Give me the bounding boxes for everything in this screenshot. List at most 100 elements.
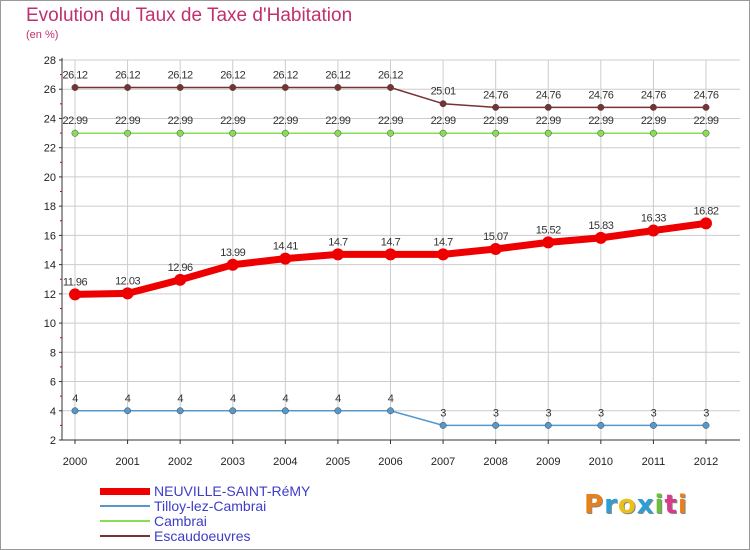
data-label: 22.99 [62,115,87,127]
y-tick-label: 12 [44,289,56,301]
data-point [702,103,710,111]
y-tick-label: 16 [44,230,56,242]
data-label: 26.12 [220,69,245,81]
x-tick-label: 2009 [536,456,560,468]
legend-item: NEUVILLE-SAINT-RéMY [100,484,360,499]
data-point [700,217,712,230]
data-label: 22.99 [168,115,193,127]
logo-letter: i [677,490,688,520]
x-tick-label: 2012 [694,456,718,468]
data-label: 24.76 [693,89,718,101]
data-label: 4 [335,393,341,405]
data-label: 26.12 [115,69,140,81]
y-tick-label: 20 [44,172,56,184]
y-tick-label: 28 [44,55,56,67]
chart-unit-label: (en %) [26,29,59,41]
x-tick-label: 2004 [273,456,297,468]
legend-label: NEUVILLE-SAINT-RéMY [154,483,311,499]
data-label: 22.99 [431,115,456,127]
data-point [174,273,187,286]
x-tick-label: 2010 [589,456,613,468]
data-point [229,84,237,91]
y-tick-label: 22 [44,143,56,155]
data-point [597,103,605,111]
legend-item: Cambrai [100,514,360,529]
data-label: 22.99 [641,115,666,127]
data-label: 15.83 [588,220,613,232]
legend-swatch [100,520,150,522]
data-point [229,407,237,415]
data-point [544,103,552,111]
legend-swatch [100,535,150,537]
data-point [439,129,447,137]
data-point [176,129,184,137]
y-tick-label: 10 [44,318,56,330]
y-tick-label: 4 [50,406,56,418]
data-point [334,407,342,415]
data-label: 22.99 [325,115,350,127]
data-point [492,129,500,137]
data-point [71,407,79,415]
data-point [384,248,397,261]
data-point [649,421,657,429]
y-tick-label: 18 [44,201,56,213]
data-point [439,421,447,429]
x-tick-label: 2002 [168,456,192,468]
data-label: 4 [125,393,131,405]
data-label: 4 [177,393,183,405]
legend-label: Cambrai [154,513,207,529]
y-tick-label: 14 [44,260,56,272]
data-label: 22.99 [115,115,140,127]
data-label: 13.99 [220,247,245,259]
data-point [649,129,657,137]
logo-letter: x [636,490,655,520]
data-point [281,129,289,137]
legend-swatch [100,487,150,495]
data-label: 3 [440,407,446,419]
x-tick-label: 2006 [378,456,402,468]
data-point [702,421,710,429]
data-label: 26.12 [273,69,298,81]
data-label: 15.07 [483,231,508,243]
legend-label: Tilloy-lez-Cambrai [154,498,267,514]
data-label: 22.99 [536,115,561,127]
data-label: 22.99 [220,115,245,127]
data-point [649,103,657,111]
data-label: 14.7 [328,236,348,248]
data-label: 22.99 [588,115,613,127]
x-tick-label: 2008 [483,456,507,468]
data-point [542,236,555,249]
data-label: 12.96 [168,262,193,274]
data-point [489,242,502,255]
x-tick-label: 2003 [221,456,245,468]
data-label: 26.12 [62,69,87,81]
data-point [124,84,132,91]
data-label: 22.99 [693,115,718,127]
legend-item: Tilloy-lez-Cambrai [100,499,360,514]
legend-label: Escaudoeuvres [154,528,251,544]
data-point [387,129,394,137]
data-point [279,252,292,265]
data-point [597,421,605,429]
data-point [334,129,342,137]
data-point [492,103,500,111]
y-tick-label: 2 [50,435,56,447]
x-tick-label: 2011 [642,456,666,468]
x-tick-label: 2001 [115,456,139,468]
data-point [176,84,184,91]
y-tick-label: 26 [44,84,56,96]
proxiti-logo: Proxiti [584,490,688,520]
y-tick-label: 8 [50,347,56,359]
data-label: 25.01 [431,86,456,98]
data-label: 16.82 [693,205,718,217]
data-label: 26.12 [378,69,403,81]
legend-item: Escaudoeuvres [100,529,360,544]
data-point [437,248,450,261]
y-tick-label: 6 [50,377,56,389]
data-label: 3 [493,407,499,419]
data-point [281,84,289,91]
data-label: 24.76 [588,89,613,101]
data-point [492,421,500,429]
data-label: 4 [283,393,289,405]
